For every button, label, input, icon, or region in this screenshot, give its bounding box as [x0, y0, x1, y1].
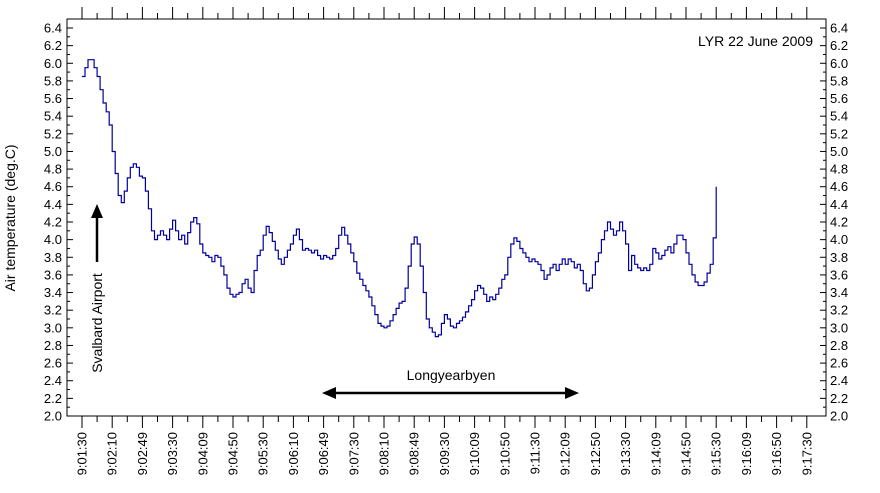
y-tick-label-left: 5.0: [44, 144, 62, 159]
y-tick-label-left: 4.6: [44, 179, 62, 194]
y-tick-label-left: 2.6: [44, 356, 62, 371]
x-tick-label: 9:04:50: [226, 432, 241, 475]
y-tick-label-right: 4.4: [830, 197, 848, 212]
y-tick-label-right: 2.8: [830, 338, 848, 353]
y-tick-label-left: 4.4: [44, 197, 62, 212]
y-tick-label-right: 4.6: [830, 179, 848, 194]
x-tick-label: 9:10:09: [467, 432, 482, 475]
y-tick-label-right: 4.0: [830, 232, 848, 247]
y-tick-label-left: 3.2: [44, 303, 62, 318]
y-tick-label-left: 5.6: [44, 91, 62, 106]
y-tick-label-left: 4.0: [44, 232, 62, 247]
x-tick-label: 9:13:30: [618, 432, 633, 475]
range-label: Longyearbyen: [407, 367, 496, 383]
x-tick-label: 9:11:30: [528, 432, 543, 474]
chart-title: LYR 22 June 2009: [698, 33, 813, 49]
y-tick-label-right: 4.8: [830, 162, 848, 177]
y-tick-label-right: 3.6: [830, 267, 848, 282]
airport-label: Svalbard Airport: [89, 273, 105, 373]
airport-arrowhead: [91, 204, 103, 218]
y-tick-label-right: 5.6: [830, 91, 848, 106]
x-tick-label: 9:04:09: [195, 432, 210, 475]
y-tick-label-left: 2.2: [44, 391, 62, 406]
y-tick-label-right: 2.2: [830, 391, 848, 406]
y-tick-label-right: 5.4: [830, 109, 848, 124]
y-tick-label-right: 3.4: [830, 285, 848, 300]
x-axis: 9:01:30 9:02:10 9:02:49 9:03:30 9:04:09 9:04:…: [75, 416, 814, 475]
x-tick-label: 9:07:30: [346, 432, 361, 475]
y-tick-label-left: 2.8: [44, 338, 62, 353]
y-tick-label-right: 2.6: [830, 356, 848, 371]
y-tick-label-left: 6.4: [44, 21, 62, 36]
y-tick-label-left: 5.2: [44, 126, 62, 141]
x-axis-top-ticks: [81, 7, 808, 19]
y-tick-label-left: 5.8: [44, 73, 62, 88]
y-axis-right: 2.0 2.2 2.4 2.6 2.8 3.0 3.2 3.4 3.6 3.8 4.0 4.2 4.4 4…: [820, 21, 848, 424]
y-tick-label-left: 3.0: [44, 320, 62, 335]
x-tick-label: 9:06:10: [286, 432, 301, 475]
x-tick-label: 9:10:50: [497, 432, 512, 475]
x-tick-label: 9:02:10: [105, 432, 120, 475]
y-tick-label-right: 3.2: [830, 303, 848, 318]
x-tick-label: 9:16:50: [769, 432, 784, 475]
x-tick-label: 9:12:09: [558, 432, 573, 475]
y-tick-label-right: 3.0: [830, 320, 848, 335]
x-tick-label: 9:06:49: [316, 432, 331, 475]
x-tick-label: 9:08:10: [377, 432, 392, 475]
y-tick-label-left: 3.8: [44, 250, 62, 265]
airport-annotation: Svalbard Airport: [89, 204, 105, 373]
y-tick-label-left: 4.2: [44, 215, 62, 230]
x-tick-label: 9:15:30: [709, 432, 724, 475]
y-tick-label-right: 6.2: [830, 38, 848, 53]
x-tick-label: 9:16:09: [739, 432, 754, 475]
y-axis-left: 2.0 2.2 2.4 2.6 2.8 3.0 3.2 3.4 3.6 3.8 4.0 4.2 4.4 4…: [44, 21, 73, 424]
x-tick-label: 9:14:09: [648, 432, 663, 475]
x-tick-label: 9:05:30: [256, 432, 271, 475]
range-arrowhead-left: [322, 387, 336, 399]
y-tick-label-right: 2.0: [830, 409, 848, 424]
y-tick-label-left: 6.0: [44, 56, 62, 71]
x-tick-label: 9:08:49: [407, 432, 422, 475]
series-line: [82, 59, 717, 338]
y-tick-label-left: 3.6: [44, 267, 62, 282]
x-tick-label: 9:09:30: [437, 432, 452, 475]
y-tick-label-right: 6.0: [830, 56, 848, 71]
y-tick-label-right: 3.8: [830, 250, 848, 265]
x-tick-label: 9:17:30: [799, 432, 814, 475]
y-tick-label-left: 4.8: [44, 162, 62, 177]
plot-area-frame: [66, 18, 827, 417]
x-tick-label: 9:14:50: [679, 432, 694, 475]
y-tick-label-right: 6.4: [830, 21, 848, 36]
x-tick-label: 9:01:30: [75, 432, 90, 475]
y-tick-label-right: 2.4: [830, 373, 848, 388]
y-tick-label-right: 4.2: [830, 215, 848, 230]
y-tick-label-left: 2.0: [44, 409, 62, 424]
y-tick-label-left: 6.2: [44, 38, 62, 53]
y-tick-label-right: 5.0: [830, 144, 848, 159]
y-tick-label-right: 5.8: [830, 73, 848, 88]
x-tick-label: 9:12:50: [588, 432, 603, 475]
x-tick-label: 9:02:49: [135, 432, 150, 475]
range-arrowhead-right: [565, 387, 579, 399]
y-tick-label-left: 5.4: [44, 109, 62, 124]
y-axis-title: Air temperature (deg.C): [2, 144, 18, 291]
y-tick-label-right: 5.2: [830, 126, 848, 141]
y-tick-label-left: 3.4: [44, 285, 62, 300]
longyearbyen-annotation: Longyearbyen: [322, 367, 579, 399]
x-tick-label: 9:03:30: [165, 432, 180, 475]
y-tick-label-left: 2.4: [44, 373, 62, 388]
